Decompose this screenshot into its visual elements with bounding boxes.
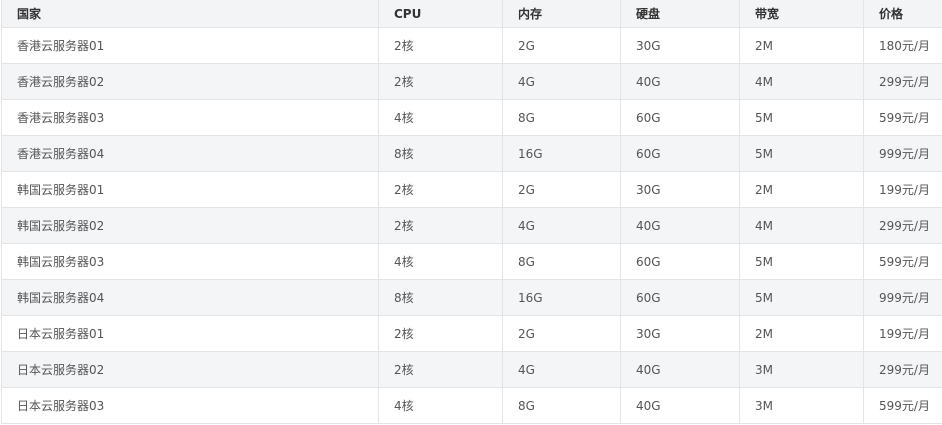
cell-country: 日本云服务器03 — [1, 387, 379, 424]
cell-cpu: 4核 — [378, 387, 503, 424]
cell-disk: 60G — [620, 135, 740, 172]
cell-bandwidth: 5M — [739, 279, 864, 316]
cell-cpu: 2核 — [378, 171, 503, 208]
table-row: 韩国云服务器03 4核 8G 60G 5M 599元/月 — [1, 243, 942, 280]
cell-price: 199元/月 — [863, 171, 942, 208]
table-row: 日本云服务器01 2核 2G 30G 2M 199元/月 — [1, 315, 942, 352]
cell-country: 日本云服务器01 — [1, 315, 379, 352]
cell-disk: 60G — [620, 243, 740, 280]
column-header-memory: 内存 — [502, 0, 621, 28]
cell-price: 180元/月 — [863, 27, 942, 64]
cell-memory: 4G — [502, 351, 621, 388]
cell-bandwidth: 5M — [739, 99, 864, 136]
cell-memory: 2G — [502, 315, 621, 352]
cell-disk: 30G — [620, 171, 740, 208]
cell-country: 香港云服务器01 — [1, 27, 379, 64]
cell-cpu: 8核 — [378, 135, 503, 172]
cell-disk: 60G — [620, 279, 740, 316]
cell-bandwidth: 4M — [739, 207, 864, 244]
table-row: 香港云服务器02 2核 4G 40G 4M 299元/月 — [1, 63, 942, 100]
cell-country: 香港云服务器04 — [1, 135, 379, 172]
cell-disk: 40G — [620, 351, 740, 388]
cell-bandwidth: 2M — [739, 27, 864, 64]
cell-disk: 40G — [620, 387, 740, 424]
table-row: 香港云服务器01 2核 2G 30G 2M 180元/月 — [1, 27, 942, 64]
cell-bandwidth: 5M — [739, 243, 864, 280]
cell-country: 韩国云服务器01 — [1, 171, 379, 208]
cell-bandwidth: 3M — [739, 387, 864, 424]
cell-memory: 2G — [502, 171, 621, 208]
cell-price: 299元/月 — [863, 351, 942, 388]
table-row: 韩国云服务器02 2核 4G 40G 4M 299元/月 — [1, 207, 942, 244]
cell-price: 599元/月 — [863, 387, 942, 424]
cell-bandwidth: 4M — [739, 63, 864, 100]
cell-memory: 4G — [502, 207, 621, 244]
table-header-row: 国家 CPU 内存 硬盘 带宽 价格 — [1, 0, 942, 28]
table-row: 香港云服务器03 4核 8G 60G 5M 599元/月 — [1, 99, 942, 136]
cell-country: 香港云服务器03 — [1, 99, 379, 136]
cell-memory: 16G — [502, 135, 621, 172]
cell-cpu: 4核 — [378, 243, 503, 280]
cell-country: 韩国云服务器03 — [1, 243, 379, 280]
cell-memory: 8G — [502, 99, 621, 136]
cell-memory: 4G — [502, 63, 621, 100]
cell-price: 599元/月 — [863, 243, 942, 280]
table-row: 日本云服务器03 4核 8G 40G 3M 599元/月 — [1, 387, 942, 424]
cell-cpu: 2核 — [378, 63, 503, 100]
cell-cpu: 2核 — [378, 207, 503, 244]
cell-price: 999元/月 — [863, 135, 942, 172]
cell-country: 韩国云服务器02 — [1, 207, 379, 244]
cell-memory: 8G — [502, 243, 621, 280]
cell-disk: 40G — [620, 207, 740, 244]
cell-cpu: 4核 — [378, 99, 503, 136]
table-row: 韩国云服务器01 2核 2G 30G 2M 199元/月 — [1, 171, 942, 208]
cell-disk: 30G — [620, 315, 740, 352]
cell-country: 香港云服务器02 — [1, 63, 379, 100]
column-header-price: 价格 — [863, 0, 942, 28]
cell-country: 日本云服务器02 — [1, 351, 379, 388]
table-row: 日本云服务器02 2核 4G 40G 3M 299元/月 — [1, 351, 942, 388]
column-header-disk: 硬盘 — [620, 0, 740, 28]
column-header-country: 国家 — [1, 0, 379, 28]
table-row: 香港云服务器04 8核 16G 60G 5M 999元/月 — [1, 135, 942, 172]
cell-price: 299元/月 — [863, 207, 942, 244]
cell-bandwidth: 3M — [739, 351, 864, 388]
cell-cpu: 2核 — [378, 27, 503, 64]
column-header-bandwidth: 带宽 — [739, 0, 864, 28]
table-row: 韩国云服务器04 8核 16G 60G 5M 999元/月 — [1, 279, 942, 316]
table-body: 香港云服务器01 2核 2G 30G 2M 180元/月 香港云服务器02 2核 4G 40G 4M… — [1, 27, 942, 424]
cell-cpu: 8核 — [378, 279, 503, 316]
cell-bandwidth: 2M — [739, 171, 864, 208]
cell-memory: 2G — [502, 27, 621, 64]
cell-price: 999元/月 — [863, 279, 942, 316]
cell-cpu: 2核 — [378, 315, 503, 352]
cell-disk: 30G — [620, 27, 740, 64]
cell-price: 199元/月 — [863, 315, 942, 352]
cell-country: 韩国云服务器04 — [1, 279, 379, 316]
column-header-cpu: CPU — [378, 0, 503, 28]
cell-bandwidth: 2M — [739, 315, 864, 352]
cell-bandwidth: 5M — [739, 135, 864, 172]
cell-disk: 40G — [620, 63, 740, 100]
cell-price: 299元/月 — [863, 63, 942, 100]
cell-disk: 60G — [620, 99, 740, 136]
cell-price: 599元/月 — [863, 99, 942, 136]
cell-cpu: 2核 — [378, 351, 503, 388]
cell-memory: 8G — [502, 387, 621, 424]
cell-memory: 16G — [502, 279, 621, 316]
